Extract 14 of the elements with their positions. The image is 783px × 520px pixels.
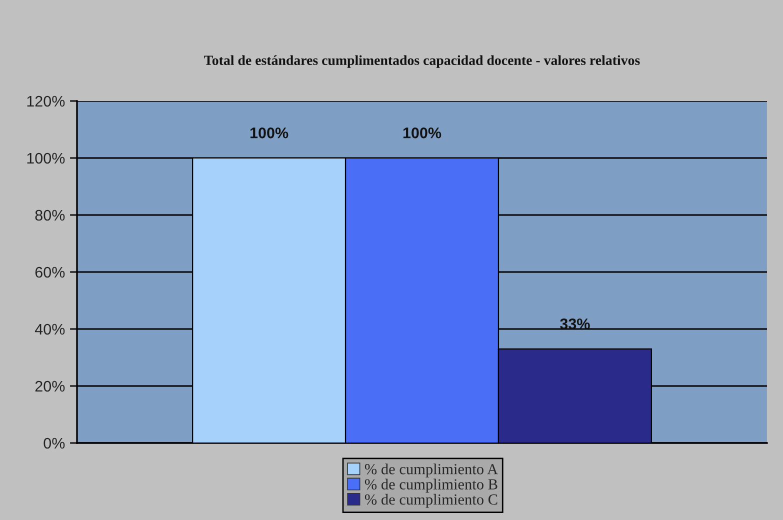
- data-label: 100%: [403, 127, 442, 138]
- data-label: 33%: [560, 318, 590, 330]
- y-tick-label: 60%: [35, 266, 65, 278]
- y-tick-label: 80%: [35, 210, 65, 221]
- y-tick-label: 120%: [27, 96, 65, 107]
- y-tick-label: 0%: [44, 438, 65, 449]
- legend-label: % de cumplimiento B: [364, 478, 498, 493]
- data-label: 100%: [250, 127, 288, 138]
- legend-label: % de cumplimiento A: [364, 464, 498, 478]
- legend-label: % de cumplimiento C: [364, 494, 498, 508]
- y-tick-label: 100%: [27, 152, 65, 164]
- y-tick-label: 40%: [34, 324, 65, 335]
- y-tick-label: 20%: [35, 380, 65, 392]
- chart-title: Total de estándares cumplimentados capacidad docente - valores relativos: [204, 55, 640, 68]
